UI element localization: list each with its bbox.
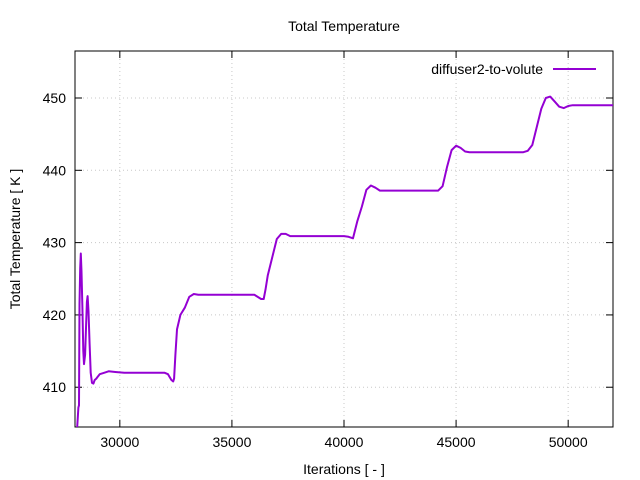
y-tick-label: 410	[43, 379, 67, 395]
y-axis-label: Total Temperature [ K ]	[7, 169, 23, 310]
legend: diffuser2-to-volute	[431, 61, 596, 77]
x-tick-label: 50000	[549, 434, 588, 450]
x-axis-label: Iterations [ - ]	[303, 461, 385, 477]
series-line-diffuser2-to-volute	[76, 95, 613, 428]
y-tick-label: 430	[43, 235, 67, 251]
y-tick-label: 420	[43, 307, 67, 323]
x-tick-label: 35000	[212, 434, 251, 450]
legend-label: diffuser2-to-volute	[431, 61, 543, 77]
y-tick-label: 450	[43, 90, 67, 106]
x-tick-label: 40000	[325, 434, 364, 450]
y-tick-label: 440	[43, 162, 67, 178]
grid-lines	[75, 51, 613, 427]
x-tick-label: 45000	[437, 434, 476, 450]
series-group	[76, 95, 613, 428]
axis-ticks: 30000 35000 40000 45000 50000 410 420 430 440 450	[43, 51, 613, 450]
chart-title: Total Temperature	[288, 18, 400, 34]
x-tick-label: 30000	[100, 434, 139, 450]
